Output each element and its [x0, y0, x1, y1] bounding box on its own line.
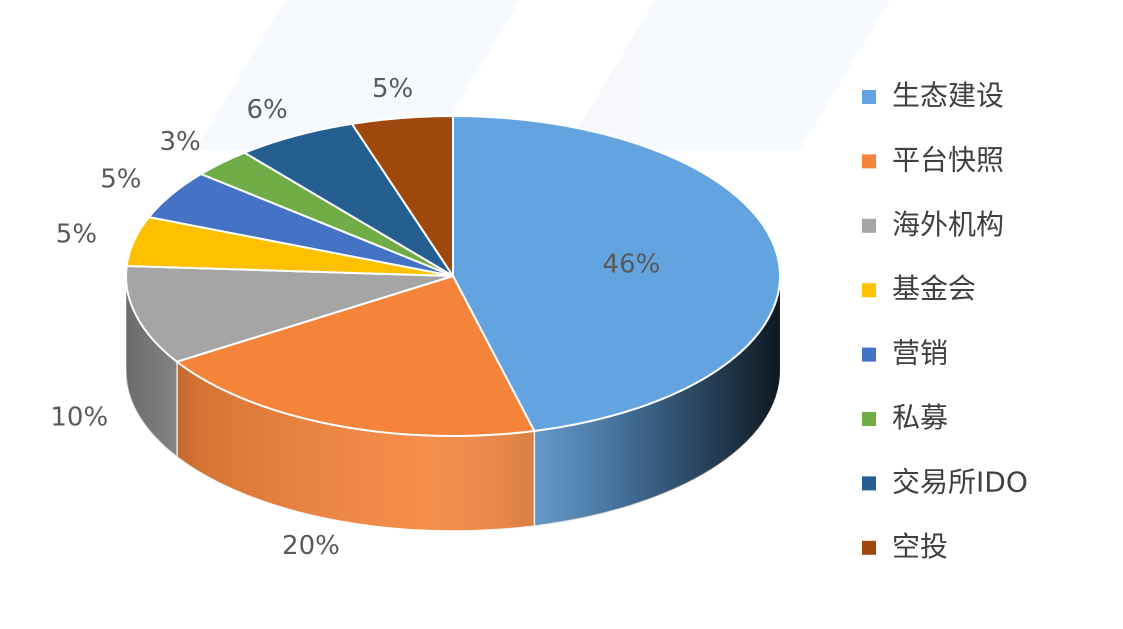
- slice: [125, 264, 454, 363]
- legend-swatch: [862, 476, 876, 491]
- data-label: 20%: [282, 531, 340, 561]
- legend-swatch: [862, 347, 876, 362]
- legend-label: 基金会: [892, 272, 976, 305]
- legend-label: 私募: [892, 401, 948, 434]
- legend-label: 生态建设: [892, 79, 1004, 112]
- legend-swatch: [862, 218, 876, 233]
- legend-swatch: [862, 283, 876, 298]
- data-label: 5%: [56, 219, 97, 249]
- slice: [350, 114, 454, 280]
- data-label: 5%: [372, 74, 413, 104]
- legend-swatch: [862, 90, 876, 104]
- legend-label: 空投: [892, 530, 948, 563]
- legend-label: 海外机构: [892, 208, 1004, 241]
- data-label: 46%: [603, 249, 661, 279]
- legend-swatch: [862, 154, 876, 169]
- background-decoration: [195, 0, 890, 150]
- data-label: 3%: [160, 127, 201, 157]
- slice: [452, 114, 781, 433]
- pie: 46%20%10%5%5%3%6%5%: [50, 74, 781, 561]
- slice: [242, 122, 454, 277]
- legend-swatch: [862, 540, 876, 555]
- legend-label: 平台快照: [892, 143, 1004, 176]
- decor-shape: [195, 0, 520, 150]
- data-label: 6%: [246, 95, 287, 125]
- legend-label: 交易所IDO: [892, 465, 1028, 498]
- data-label: 5%: [100, 164, 141, 194]
- decor-shape: [565, 0, 890, 150]
- slice: [174, 274, 536, 437]
- legend-label: 营销: [892, 337, 948, 370]
- side-shade: [176, 361, 535, 531]
- legend-swatch: [862, 412, 876, 426]
- data-label: 10%: [50, 402, 108, 432]
